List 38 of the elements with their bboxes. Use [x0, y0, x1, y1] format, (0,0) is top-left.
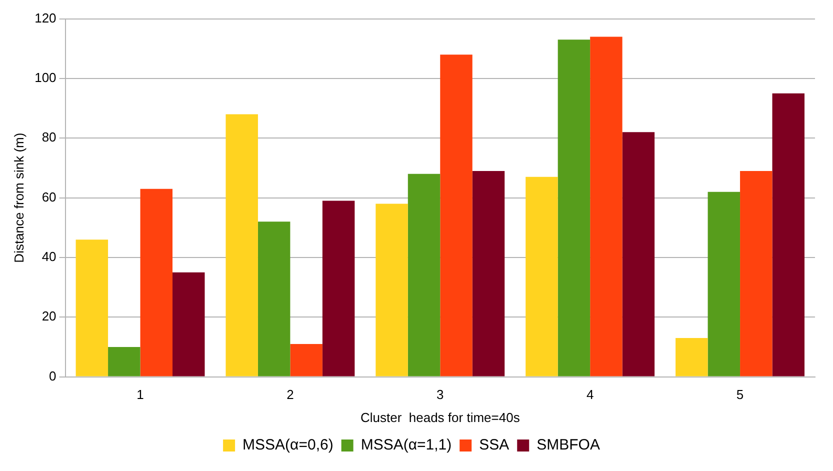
y-tick-label: 100: [34, 70, 56, 86]
x-tick-label: 2: [286, 387, 294, 402]
bar: [472, 170, 505, 376]
bar: [76, 240, 108, 376]
legend-label: SMBFOA: [536, 436, 600, 454]
bar: [526, 176, 558, 376]
bar: [622, 132, 655, 376]
bar: [290, 344, 322, 376]
y-tick-label: 0: [49, 368, 56, 384]
bar: [226, 114, 258, 376]
y-axis-title: Distance from sink (m): [11, 132, 26, 263]
x-tick-label: 3: [436, 387, 444, 402]
bar: [590, 36, 622, 376]
bar: [676, 338, 708, 376]
bar: [140, 188, 172, 376]
bar: [772, 93, 805, 376]
x-tick-label: 1: [136, 387, 144, 402]
bar: [408, 174, 440, 376]
bar: [172, 272, 205, 376]
bar: [108, 346, 140, 376]
legend-label: MSSA(α=1,1): [360, 436, 452, 454]
legend-label: MSSA(α=0,6): [242, 436, 334, 454]
bar: [376, 204, 408, 376]
x-axis-title: Cluster heads for time=40s: [360, 410, 520, 425]
bar: [440, 54, 472, 376]
bar: [258, 222, 290, 376]
y-tick-label: 20: [42, 308, 56, 324]
x-tick-label: 4: [586, 387, 594, 402]
bar: [740, 170, 772, 376]
y-tick-label: 120: [34, 10, 56, 26]
y-tick-label: 40: [42, 249, 56, 264]
bar: [322, 200, 355, 376]
x-tick-label: 5: [736, 387, 744, 402]
y-tick-label: 60: [42, 189, 56, 204]
y-tick-label: 80: [42, 130, 56, 145]
bar: [708, 192, 740, 376]
bar: [558, 40, 590, 376]
legend-label: SSA: [479, 436, 510, 454]
